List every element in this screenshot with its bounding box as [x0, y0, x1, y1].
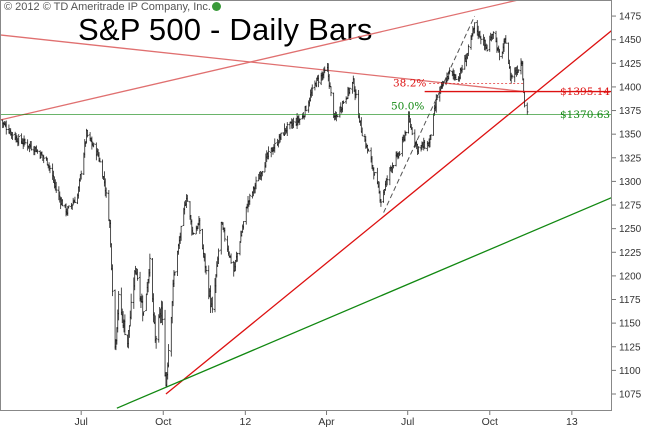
y-tick-label: 1450 — [619, 35, 642, 46]
y-tick-label: 1225 — [619, 248, 642, 259]
x-tick-label: Apr — [318, 416, 335, 428]
copyright-text: © 2012 © TD Ameritrade IP Company, Inc. — [4, 1, 211, 13]
trend-line-3 — [116, 196, 612, 409]
y-tick-label: 1175 — [619, 295, 641, 306]
fibonacci-annotations: 38.2% $1395.14 50.0% $1370.63 — [0, 78, 612, 121]
x-tick-label: Oct — [482, 416, 498, 428]
trend-lines — [0, 0, 612, 409]
x-tick-label: Jul — [74, 416, 87, 428]
y-tick-label: 1150 — [619, 319, 641, 330]
trend-line-0 — [0, 0, 522, 121]
y-tick-label: 1475 — [619, 12, 642, 23]
fib-price-label: $1395.14 — [560, 86, 610, 98]
y-tick-label: 1100 — [619, 366, 641, 377]
plot-border — [0, 0, 612, 411]
trend-line-1 — [0, 34, 525, 93]
y-tick-label: 1200 — [619, 271, 642, 282]
y-tick-label: 1300 — [619, 177, 642, 188]
y-tick-label: 1075 — [619, 389, 642, 400]
x-tick-label: Jul — [401, 416, 414, 428]
fib-percent-label: 38.2% — [393, 78, 426, 90]
brand-logo-icon — [211, 2, 221, 11]
y-tick-label: 1125 — [619, 342, 641, 353]
price-bars — [0, 20, 529, 387]
y-tick-label: 1275 — [619, 201, 642, 212]
x-axis: Jul Oct 12 Apr Jul Oct 13 — [74, 411, 578, 428]
y-tick-label: 1425 — [619, 59, 642, 70]
chart-frame — [0, 0, 612, 411]
fib-price-label: $1370.63 — [560, 109, 610, 121]
y-axis: 1075 1100 1125 1150 1175 1200 1225 1250 1275 1300… — [612, 12, 642, 400]
y-tick-label: 1400 — [619, 82, 642, 93]
x-tick-label: 13 — [566, 416, 578, 428]
y-tick-label: 1375 — [619, 106, 642, 117]
y-tick-label: 1350 — [619, 130, 642, 141]
y-tick-label: 1325 — [619, 153, 642, 164]
y-tick-label: 1250 — [619, 224, 642, 235]
copyright-notice: © 2012 © TD Ameritrade IP Company, Inc. — [4, 1, 221, 13]
fib-percent-label: 50.0% — [391, 101, 424, 113]
x-tick-label: Oct — [155, 416, 171, 428]
chart-title: S&P 500 - Daily Bars — [78, 12, 373, 47]
x-tick-label: 12 — [239, 416, 251, 428]
trend-line-2 — [165, 29, 612, 395]
